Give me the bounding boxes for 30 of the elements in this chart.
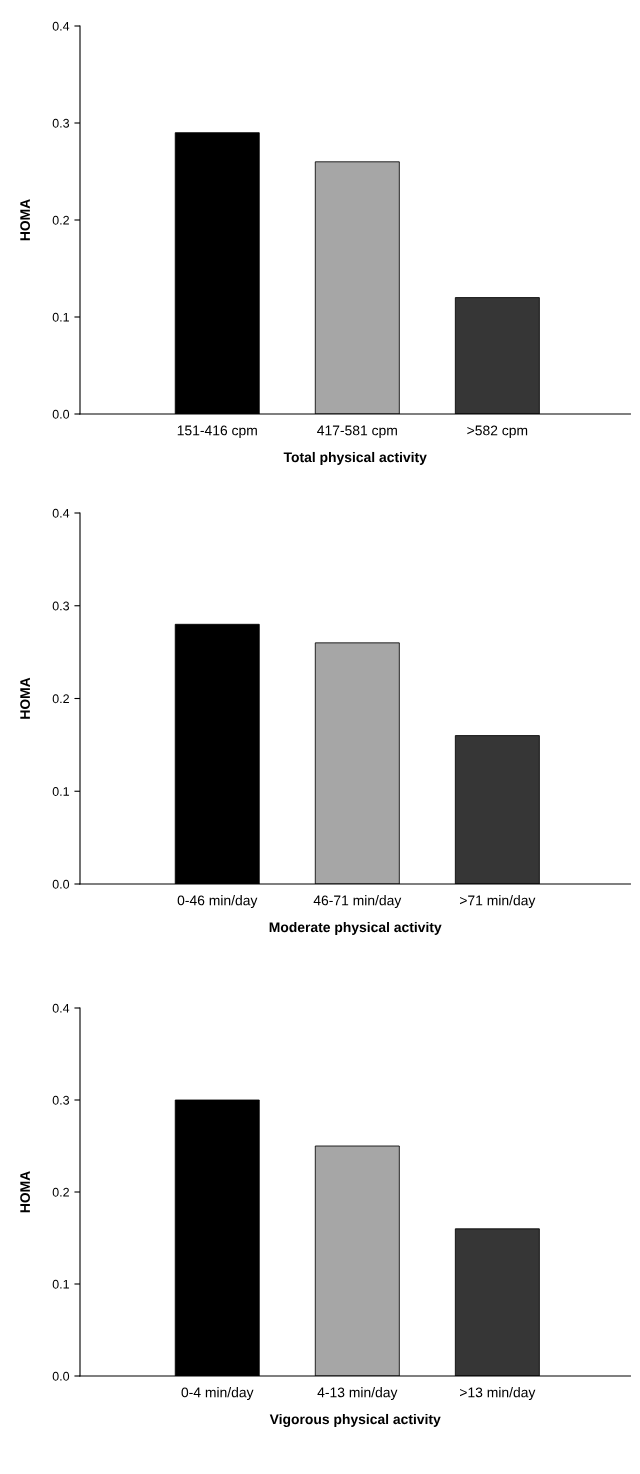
x-axis-title: Moderate physical activity — [269, 921, 442, 935]
y-axis-title: HOMA — [20, 199, 31, 241]
x-tick-label: >71 min/day — [460, 895, 536, 909]
y-tick-label: 0.4 — [52, 1003, 70, 1013]
x-tick-label: >582 cpm — [467, 425, 528, 439]
x-tick-label: 0-4 min/day — [181, 1387, 254, 1401]
y-axis-title: HOMA — [20, 677, 31, 719]
y-tick-label: 0.3 — [52, 118, 70, 128]
y-tick-label: 0.2 — [52, 215, 69, 225]
y-tick-label: 0.1 — [52, 787, 69, 796]
y-tick-label: 0.2 — [52, 694, 69, 704]
y-tick-label: 0.1 — [52, 1279, 69, 1289]
y-tick-label: 0.1 — [52, 312, 69, 322]
y-tick-label: 0.0 — [52, 1371, 70, 1381]
y-tick-label: 0.3 — [52, 1095, 70, 1105]
x-tick-label: >13 min/day — [460, 1387, 536, 1401]
x-axis-title: Vigorous physical activity — [269, 1413, 441, 1427]
x-axis-title: Total physical activity — [283, 451, 427, 465]
y-tick-label: 0.4 — [52, 21, 70, 31]
y-tick-label: 0.2 — [52, 1187, 69, 1197]
y-tick-label: 0.3 — [52, 601, 70, 611]
y-tick-label: 0.4 — [52, 508, 70, 518]
x-tick-label: 46-71 min/day — [313, 895, 402, 909]
x-tick-label: 417-581 cpm — [317, 425, 397, 439]
y-axis-title: HOMA — [20, 1171, 31, 1213]
x-tick-label: 4-13 min/day — [317, 1387, 398, 1401]
x-tick-label: 151-416 cpm — [177, 425, 257, 439]
x-tick-label: 0-46 min/day — [177, 895, 258, 909]
y-tick-label: 0.0 — [52, 409, 70, 419]
y-tick-label: 0.0 — [52, 879, 70, 889]
